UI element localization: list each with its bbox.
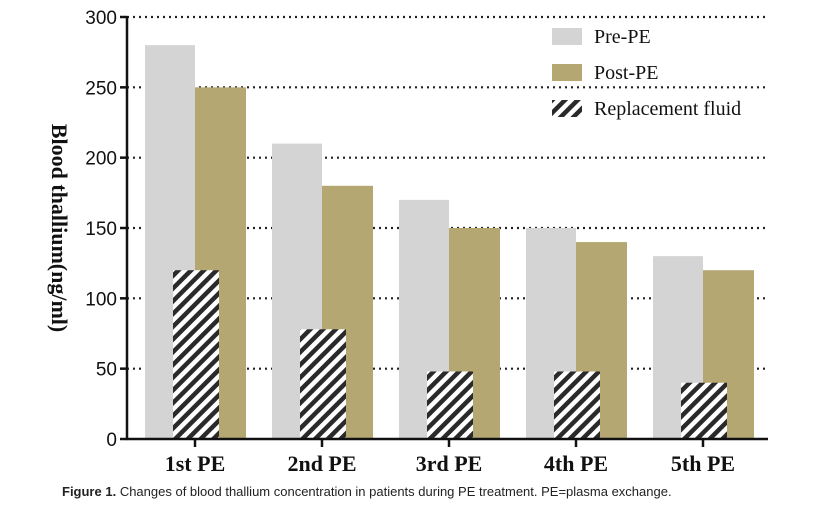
legend-swatch bbox=[552, 28, 582, 45]
y-tick-label: 100 bbox=[85, 289, 117, 310]
x-tick-label: 5th PE bbox=[671, 451, 735, 476]
y-tick-label: 0 bbox=[106, 430, 117, 451]
y-tick-label: 50 bbox=[96, 360, 117, 381]
bars bbox=[145, 45, 754, 440]
bar-replacement-fluid bbox=[554, 371, 600, 439]
legend-swatch bbox=[552, 64, 582, 81]
y-tick-label: 200 bbox=[85, 149, 117, 170]
y-tick-label: 300 bbox=[85, 8, 117, 29]
x-tick-label: 1st PE bbox=[165, 451, 226, 476]
legend-label: Replacement fluid bbox=[594, 98, 741, 120]
figure-caption: Figure 1. Changes of blood thallium conc… bbox=[62, 484, 672, 499]
legend-label: Post-PE bbox=[594, 62, 658, 84]
y-tick-label: 150 bbox=[85, 219, 117, 240]
x-tick-label: 2nd PE bbox=[287, 451, 356, 476]
caption-text: Changes of blood thallium concentration … bbox=[119, 484, 672, 499]
bar-replacement-fluid bbox=[427, 371, 473, 439]
x-tick-label: 4th PE bbox=[544, 451, 608, 476]
caption-label: Figure 1. bbox=[62, 484, 117, 499]
bar-replacement-fluid bbox=[681, 382, 727, 439]
bar-chart: 0 50 100 150 200 250 300 1st PE 2nd PE 3rd PE 4th… bbox=[47, 8, 768, 476]
bar-replacement-fluid bbox=[300, 329, 346, 439]
x-axis-ticks: 1st PE 2nd PE 3rd PE 4th PE 5th PE bbox=[165, 439, 735, 476]
legend-label: Pre-PE bbox=[594, 26, 651, 48]
y-axis-label: Blood thallium(ng/ml) bbox=[47, 124, 72, 332]
legend: Pre-PE Post-PE Replacement fluid bbox=[552, 26, 741, 120]
bar-replacement-fluid bbox=[173, 270, 219, 439]
x-tick-label: 3rd PE bbox=[416, 451, 483, 476]
legend-swatch bbox=[552, 100, 582, 117]
y-tick-label: 250 bbox=[85, 78, 117, 99]
y-axis-ticks: 0 50 100 150 200 250 300 bbox=[85, 8, 127, 451]
